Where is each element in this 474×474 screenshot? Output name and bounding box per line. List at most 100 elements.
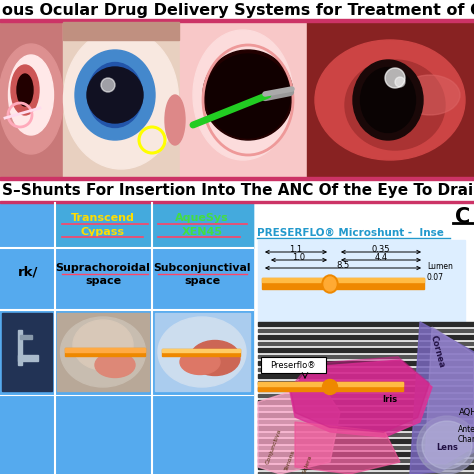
Bar <box>258 419 474 423</box>
Bar <box>258 413 474 417</box>
Ellipse shape <box>95 353 135 377</box>
Bar <box>63 21 179 39</box>
Text: Subconjunctival: Subconjunctival <box>153 263 251 273</box>
Ellipse shape <box>61 317 146 387</box>
Text: 0.35: 0.35 <box>372 245 390 254</box>
Bar <box>258 393 474 397</box>
Bar <box>162 349 240 352</box>
Bar <box>258 341 474 345</box>
Bar <box>258 381 474 384</box>
Polygon shape <box>410 322 474 474</box>
Bar <box>258 348 474 352</box>
Bar <box>0 177 474 180</box>
Bar <box>258 407 474 410</box>
Text: Preserflo®: Preserflo® <box>270 361 316 370</box>
Ellipse shape <box>73 320 133 370</box>
Text: Suprachoroidal: Suprachoroidal <box>55 263 150 273</box>
Ellipse shape <box>361 67 416 133</box>
Bar <box>0 201 474 203</box>
Ellipse shape <box>190 340 240 375</box>
Polygon shape <box>295 422 400 474</box>
Text: Lens: Lens <box>436 444 458 453</box>
Bar <box>258 335 474 338</box>
Text: Sclera: Sclera <box>302 454 314 474</box>
Ellipse shape <box>88 63 143 128</box>
Bar <box>258 387 474 391</box>
Text: Chamber: Chamber <box>458 436 474 445</box>
Ellipse shape <box>322 275 338 293</box>
Bar <box>0 19 474 21</box>
Bar <box>255 203 474 474</box>
Circle shape <box>203 50 293 140</box>
Text: space: space <box>85 276 121 286</box>
Text: C: C <box>456 207 471 227</box>
Bar <box>258 382 403 386</box>
Text: ous Ocular Drug Delivery Systems for Treatment of OHT / Glaucom: ous Ocular Drug Delivery Systems for Tre… <box>2 2 474 18</box>
Bar <box>20 335 32 339</box>
Bar <box>255 203 474 474</box>
Polygon shape <box>290 357 429 432</box>
Text: AqueSys: AqueSys <box>175 213 229 223</box>
Bar <box>262 278 424 282</box>
Bar <box>0 21 62 177</box>
Bar <box>2 313 52 391</box>
Ellipse shape <box>158 317 246 387</box>
Text: XEN45: XEN45 <box>182 227 222 237</box>
Ellipse shape <box>9 55 54 135</box>
Bar <box>262 278 424 289</box>
Ellipse shape <box>17 74 33 106</box>
Bar <box>0 180 474 201</box>
Ellipse shape <box>345 60 445 150</box>
Circle shape <box>101 78 115 92</box>
Text: 1.0: 1.0 <box>292 253 306 262</box>
Text: Iris: Iris <box>383 395 398 404</box>
Ellipse shape <box>75 50 155 140</box>
Text: Cornea: Cornea <box>428 335 446 369</box>
Bar <box>57 313 149 391</box>
Bar <box>258 361 474 365</box>
Polygon shape <box>290 360 432 437</box>
Bar <box>258 432 474 436</box>
Ellipse shape <box>0 44 64 154</box>
Text: PRESERFLO® Microshunt -  Inse: PRESERFLO® Microshunt - Inse <box>256 228 444 238</box>
Ellipse shape <box>322 380 337 394</box>
Text: 8.5: 8.5 <box>337 261 350 270</box>
Bar <box>0 203 253 474</box>
Bar <box>18 330 22 365</box>
Bar <box>180 21 306 177</box>
Bar <box>65 348 145 356</box>
Bar <box>0 0 474 20</box>
Bar <box>258 465 474 468</box>
Bar <box>162 349 240 356</box>
Bar <box>152 203 253 248</box>
Bar <box>258 446 474 449</box>
Circle shape <box>206 54 290 138</box>
Bar <box>65 348 145 352</box>
Circle shape <box>395 77 405 87</box>
Bar <box>155 313 250 391</box>
Ellipse shape <box>180 349 220 374</box>
Text: rk/: rk/ <box>18 265 38 279</box>
Bar <box>258 355 474 358</box>
Bar <box>258 374 474 377</box>
Ellipse shape <box>417 416 474 474</box>
Text: Lumen
0.07: Lumen 0.07 <box>427 262 453 282</box>
Ellipse shape <box>353 60 423 140</box>
Ellipse shape <box>324 277 336 291</box>
Bar <box>258 426 474 429</box>
Text: S–Shunts For Insertion Into The ANC Of the Eye To Drain AQH  & Lo: S–Shunts For Insertion Into The ANC Of t… <box>2 183 474 199</box>
Bar <box>258 328 474 332</box>
Bar <box>258 367 474 371</box>
Bar <box>55 203 152 248</box>
Ellipse shape <box>11 65 39 115</box>
Bar <box>0 203 253 474</box>
Bar <box>258 472 474 474</box>
Polygon shape <box>258 382 340 474</box>
Text: 4.4: 4.4 <box>374 253 388 262</box>
Text: AQH: AQH <box>459 408 474 417</box>
Bar <box>258 382 403 391</box>
Bar <box>258 322 474 326</box>
Text: Transcend: Transcend <box>71 213 135 223</box>
Circle shape <box>385 68 405 88</box>
Circle shape <box>87 67 143 123</box>
